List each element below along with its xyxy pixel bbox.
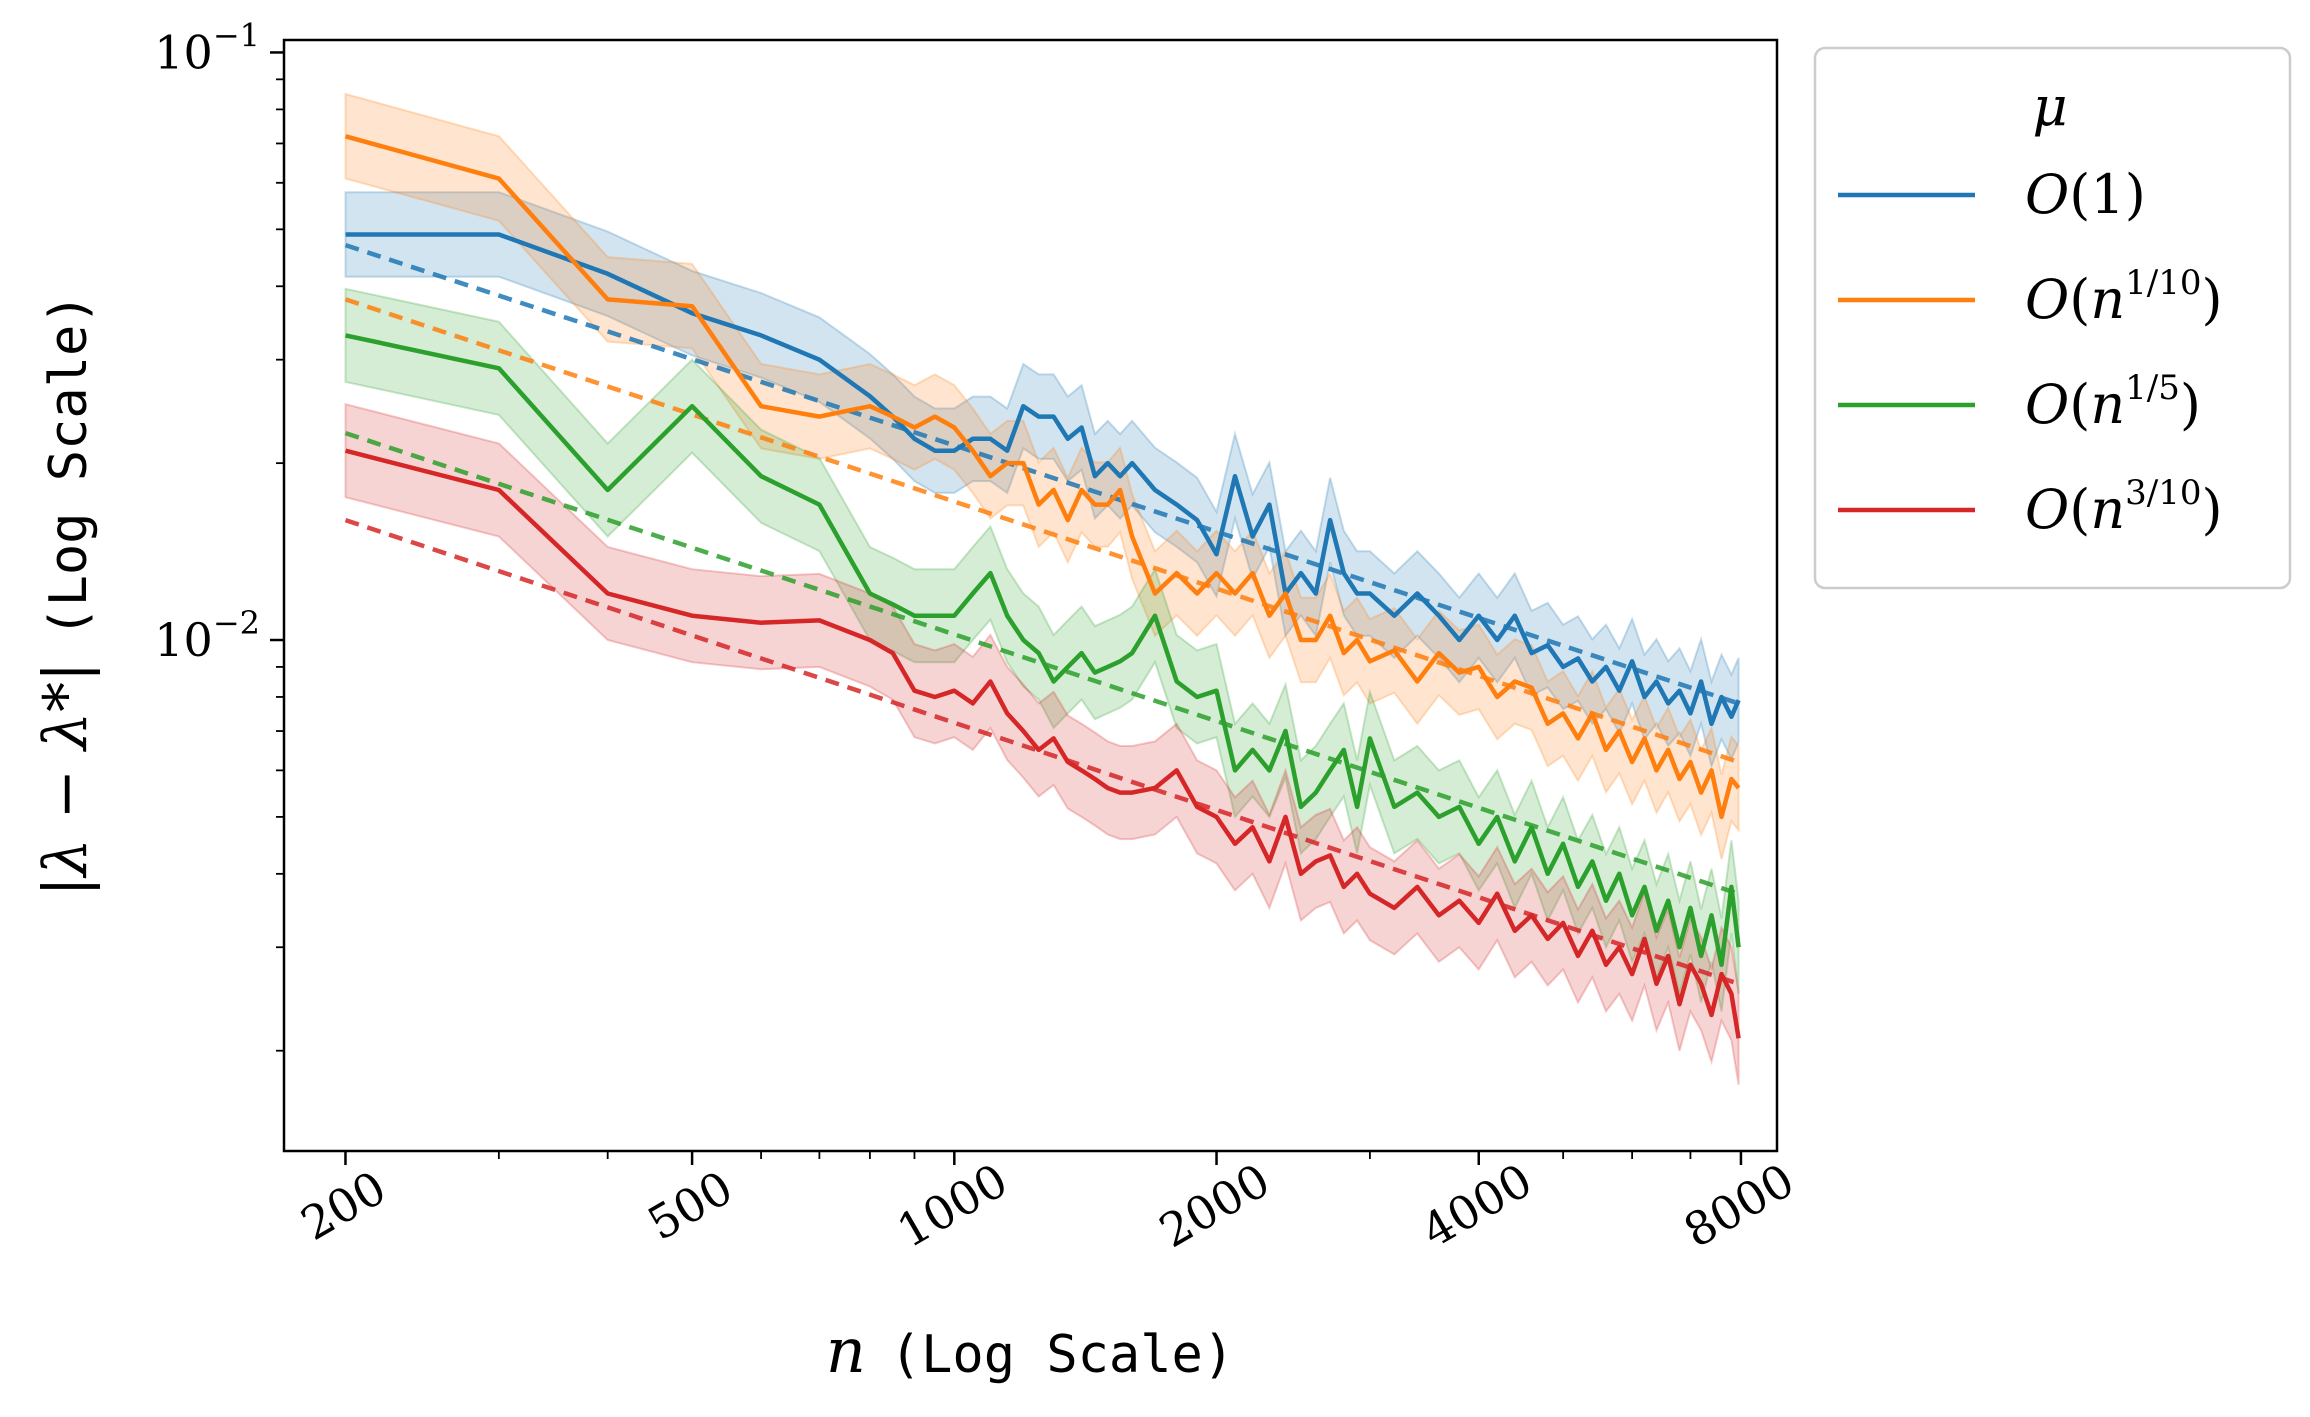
legend-title: μ <box>2032 75 2067 138</box>
legend-label: O(n1/10) <box>2025 263 2223 331</box>
series-3-line <box>344 448 1741 1039</box>
series-0-line <box>345 232 1741 727</box>
legend-label: O(1) <box>2025 163 2146 226</box>
series-3-fit-line <box>344 517 1740 986</box>
legend-item-2: O(n1/5) <box>1838 368 2201 436</box>
series-2-line <box>345 333 1741 968</box>
series-2-fit-line <box>344 430 1740 896</box>
legend-item-0: O(1) <box>1838 163 2146 226</box>
y-tick-label: 10−2 <box>154 604 260 667</box>
series-1-fit-line <box>344 297 1740 765</box>
legend-box <box>1813 46 2292 590</box>
legend-label: O(n3/10) <box>2025 473 2223 541</box>
series-1-band <box>344 92 1740 860</box>
series-2-band <box>344 287 1740 1012</box>
legend-item-3: O(n3/10) <box>1838 473 2223 541</box>
legend-label: O(n1/5) <box>2025 368 2201 436</box>
legend-item-1: O(n1/10) <box>1838 263 2223 331</box>
y-axis-label: |λ − λ*|(Log Scale) <box>31 293 101 896</box>
y-tick-label: 10−1 <box>154 16 260 79</box>
series-1-line <box>344 134 1741 820</box>
series-0-band <box>344 191 1740 770</box>
legend: μ O(1) O(n1/10) O(n1/5) O(n3/10) <box>1813 46 2292 590</box>
series-lines <box>344 134 1741 1039</box>
x-axis-label: n (Log Scale) <box>826 1314 1234 1387</box>
plot-frame <box>282 38 1779 1153</box>
y-axis-ticks: 10−1 10−2 <box>154 16 284 1052</box>
